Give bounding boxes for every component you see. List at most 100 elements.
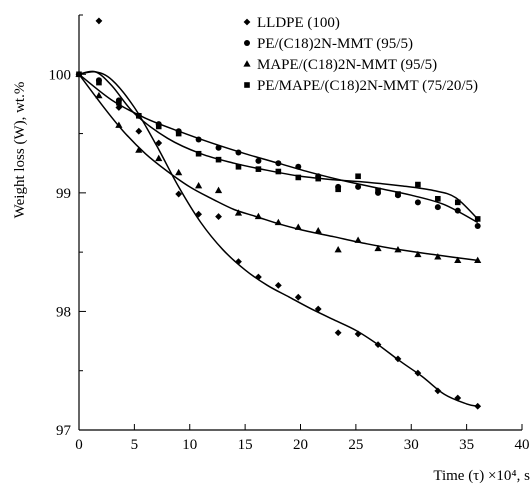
data-point — [234, 209, 243, 216]
x-tick-label: 40 — [515, 437, 530, 453]
data-point — [275, 160, 282, 167]
data-point — [314, 305, 322, 313]
data-point — [314, 227, 322, 234]
data-point — [435, 195, 441, 202]
fit-curve-2 — [78, 73, 478, 262]
series-2-points — [75, 70, 482, 264]
legend-entry: PE/MAPE/(C18)2N-MMT (75/20/5) — [257, 78, 478, 94]
data-point — [135, 146, 143, 153]
fit-curves — [78, 70, 479, 408]
data-point — [135, 127, 143, 135]
data-point — [155, 154, 163, 162]
data-point — [335, 186, 341, 193]
data-point — [195, 136, 202, 143]
data-point — [334, 329, 342, 337]
axes: 0 5 10 15 20 25 30 35 40 97 98 99 100 — [49, 14, 530, 453]
data-point — [355, 173, 361, 180]
data-point — [354, 236, 362, 243]
legend-entry: MAPE/(C18)2N-MMT (95/5) — [257, 57, 437, 73]
data-point — [274, 218, 282, 226]
data-point — [474, 216, 481, 222]
data-point — [414, 369, 422, 377]
data-point — [175, 168, 183, 176]
data-point — [454, 199, 461, 206]
data-point — [474, 256, 482, 264]
data-point — [115, 104, 123, 111]
data-point — [275, 168, 282, 175]
data-point — [155, 123, 162, 130]
data-point — [294, 223, 302, 230]
data-point — [434, 253, 442, 260]
data-point — [136, 112, 142, 119]
data-point — [195, 181, 203, 189]
data-markers — [75, 17, 482, 410]
data-point — [155, 139, 163, 147]
data-point — [195, 210, 203, 218]
data-point — [334, 245, 342, 253]
data-point — [215, 156, 222, 163]
data-point — [295, 174, 302, 181]
legend: LLDPE (100) PE/(C18)2N-MMT (95/5) MAPE/(C1… — [243, 15, 478, 94]
legend-marker — [243, 18, 251, 26]
legend-marker — [244, 40, 250, 46]
legend-entry: LLDPE (100) — [257, 15, 340, 31]
data-point — [215, 144, 222, 151]
legend-marker — [243, 60, 251, 67]
data-point — [374, 244, 382, 252]
data-point — [414, 250, 422, 258]
data-point — [414, 199, 421, 206]
data-point — [454, 394, 462, 402]
data-point — [354, 330, 362, 338]
data-point — [434, 204, 441, 211]
data-point — [355, 183, 362, 190]
data-point — [374, 341, 382, 349]
x-tick-label: 30 — [404, 437, 419, 453]
y-axis-label: Weight loss (W), wt.% — [12, 82, 28, 219]
data-point — [76, 71, 82, 78]
x-axis-label: Time (τ) ×10⁴, s — [433, 468, 530, 484]
x-tick-label: 5 — [131, 437, 139, 453]
data-point — [315, 175, 322, 182]
data-point — [394, 355, 402, 363]
series-0-points — [75, 17, 482, 410]
data-point — [454, 256, 462, 264]
legend-entry: PE/(C18)2N-MMT (95/5) — [257, 36, 413, 52]
x-tick-label: 10 — [182, 437, 197, 453]
x-tick-label: 0 — [75, 437, 83, 453]
x-tick-label: 15 — [238, 437, 253, 453]
data-point — [95, 17, 103, 25]
data-point — [195, 150, 202, 157]
y-tick-label: 98 — [56, 304, 71, 320]
x-tick-label: 20 — [293, 437, 308, 453]
data-point — [175, 190, 183, 198]
data-point — [454, 207, 461, 214]
data-point — [235, 163, 242, 170]
data-point — [274, 281, 282, 289]
data-point — [235, 149, 242, 156]
data-point — [394, 245, 402, 253]
data-point — [255, 166, 262, 172]
data-point — [415, 181, 421, 188]
y-tick-label: 97 — [56, 423, 72, 439]
data-point — [395, 191, 401, 197]
data-point — [214, 186, 223, 194]
data-point — [474, 402, 482, 410]
data-point — [375, 187, 381, 194]
series-3-points — [76, 71, 481, 222]
data-point — [295, 163, 302, 170]
fit-curve-0 — [78, 70, 478, 408]
data-point — [95, 91, 103, 99]
data-point — [255, 273, 262, 281]
data-point — [96, 79, 102, 86]
x-tick-label: 35 — [459, 437, 474, 453]
data-point — [115, 121, 123, 128]
data-point — [235, 258, 242, 266]
data-point — [474, 223, 481, 230]
y-tick-label: 99 — [56, 186, 71, 202]
data-point — [294, 293, 302, 301]
data-point — [255, 157, 262, 164]
data-point — [215, 213, 222, 220]
data-point — [434, 387, 442, 395]
x-tick-label: 25 — [348, 437, 363, 453]
